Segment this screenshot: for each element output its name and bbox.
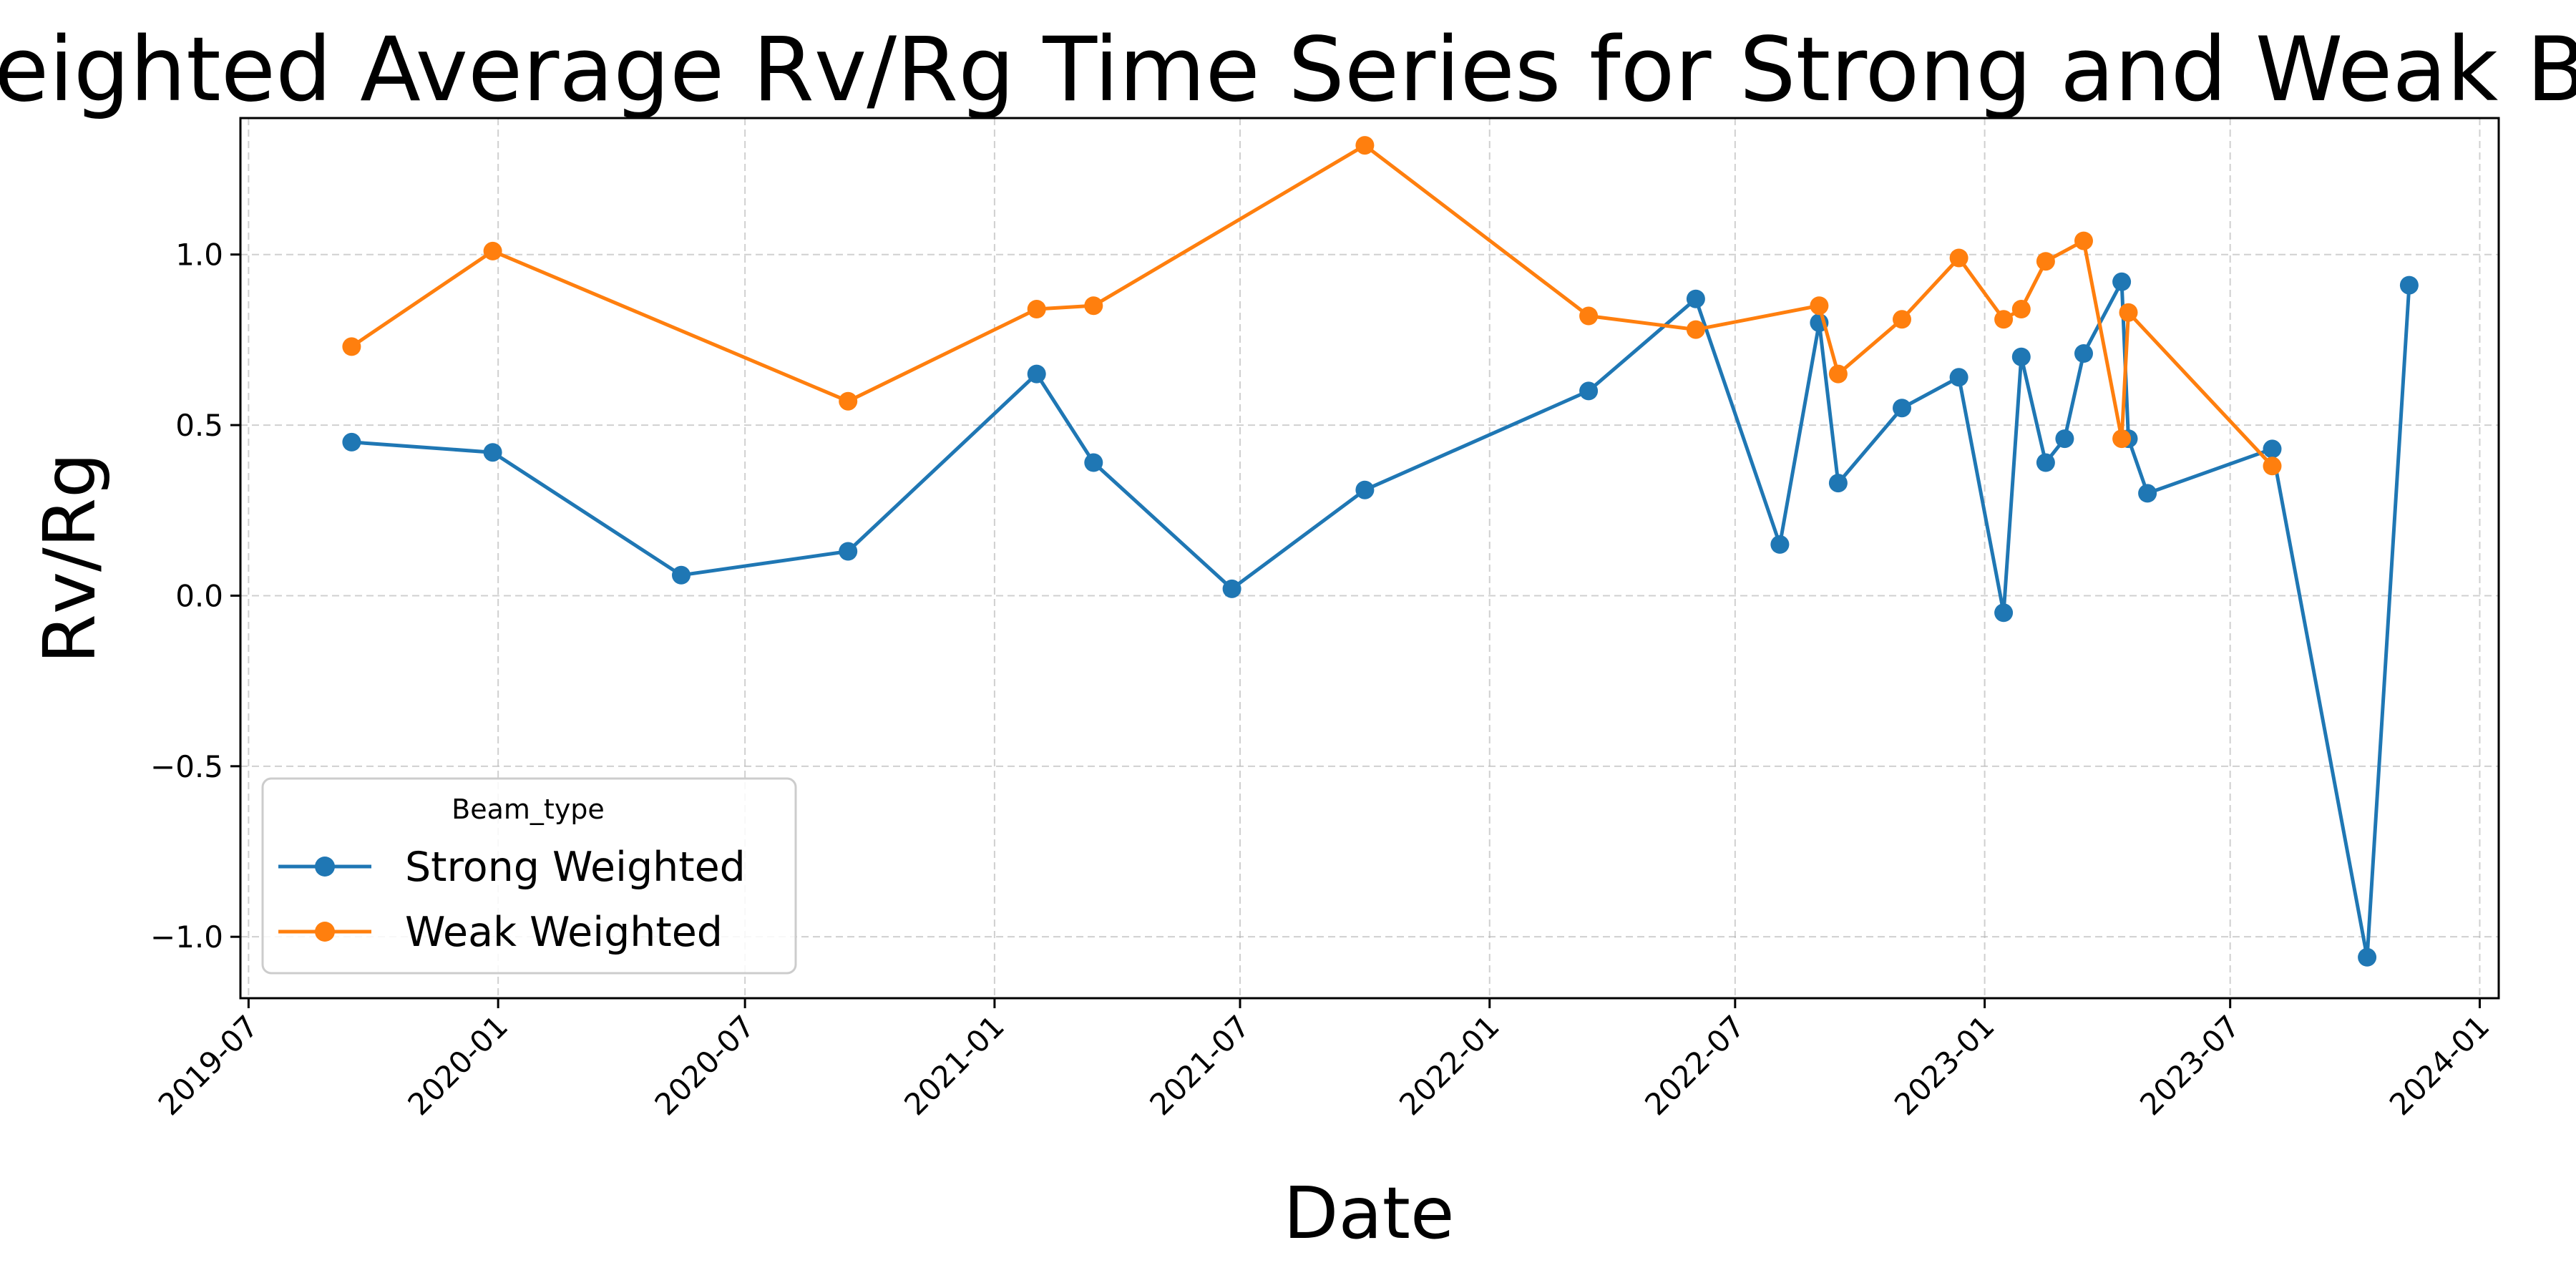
data-point-weak-weighted	[483, 241, 502, 260]
data-point-weak-weighted	[1949, 248, 1968, 268]
data-point-weak-weighted	[1686, 320, 1705, 339]
data-point-weak-weighted	[1828, 364, 1848, 384]
data-point-strong-weighted	[2055, 429, 2074, 449]
data-point-weak-weighted	[2011, 300, 2031, 318]
data-point-weak-weighted	[2119, 303, 2138, 322]
plot-frame	[239, 117, 2500, 1000]
data-point-strong-weighted	[1579, 381, 1599, 401]
data-point-weak-weighted	[2112, 429, 2132, 449]
series-strong-weighted	[342, 272, 2419, 967]
series-line-strong-weighted	[351, 280, 2411, 960]
series-layer	[342, 136, 2419, 967]
data-point-weak-weighted	[2036, 252, 2055, 271]
y-tick-label: −0.5	[150, 749, 223, 784]
data-point-strong-weighted	[1686, 289, 1705, 308]
legend-marker-strong	[315, 857, 335, 877]
legend-box	[261, 777, 797, 975]
data-point-strong-weighted	[2399, 275, 2419, 295]
data-point-strong-weighted	[1949, 368, 1968, 387]
data-point-strong-weighted	[342, 432, 361, 452]
y-axis-title: Rv/Rg	[28, 452, 112, 663]
data-point-weak-weighted	[1355, 136, 1375, 155]
legend-marker-weak	[315, 922, 335, 942]
data-point-strong-weighted	[1222, 579, 1241, 598]
grid	[240, 118, 2499, 998]
data-point-strong-weighted	[483, 443, 502, 462]
data-point-weak-weighted	[1027, 300, 1046, 318]
y-tick-label: 1.0	[175, 238, 223, 273]
data-point-weak-weighted	[2263, 457, 2282, 476]
y-tick-label: 0.0	[175, 578, 223, 613]
data-point-strong-weighted	[2074, 344, 2093, 363]
data-point-weak-weighted	[2074, 231, 2093, 250]
data-point-strong-weighted	[2112, 272, 2132, 291]
data-point-weak-weighted	[1893, 310, 1911, 329]
data-point-strong-weighted	[1770, 535, 1790, 554]
data-point-strong-weighted	[1994, 603, 2014, 623]
data-point-strong-weighted	[839, 542, 858, 561]
data-point-weak-weighted	[1810, 296, 1829, 316]
data-point-strong-weighted	[1828, 474, 1848, 493]
data-point-strong-weighted	[1893, 399, 1911, 418]
x-axis-title: Date	[1283, 1171, 1454, 1255]
data-point-weak-weighted	[1579, 306, 1599, 326]
data-point-strong-weighted	[2036, 453, 2055, 472]
data-point-weak-weighted	[1994, 310, 2014, 329]
data-point-strong-weighted	[1355, 480, 1375, 499]
data-point-weak-weighted	[1084, 296, 1103, 316]
data-point-strong-weighted	[2358, 947, 2377, 967]
data-point-weak-weighted	[839, 391, 858, 411]
y-axis: −1.0 −0.5 0.0 0.5 1.0	[150, 238, 240, 955]
legend-title: Beam_type	[452, 794, 605, 825]
legend: Beam_type Strong Weighted Weak Weighted	[261, 777, 797, 975]
data-point-strong-weighted	[2011, 347, 2031, 366]
legend-label-weak: Weak Weighted	[405, 909, 723, 956]
chart-title: Weighted Average Rv/Rg Time Series for S…	[0, 19, 2576, 122]
series-weak-weighted	[342, 136, 2282, 476]
y-tick-label: −1.0	[150, 919, 223, 955]
data-point-strong-weighted	[2263, 439, 2282, 459]
y-tick-label: 0.5	[175, 408, 223, 443]
data-point-strong-weighted	[672, 565, 691, 585]
legend-label-strong: Strong Weighted	[405, 844, 746, 891]
data-point-strong-weighted	[2138, 484, 2157, 503]
data-point-strong-weighted	[1027, 364, 1046, 384]
data-point-weak-weighted	[342, 337, 361, 356]
data-point-strong-weighted	[1084, 453, 1103, 472]
